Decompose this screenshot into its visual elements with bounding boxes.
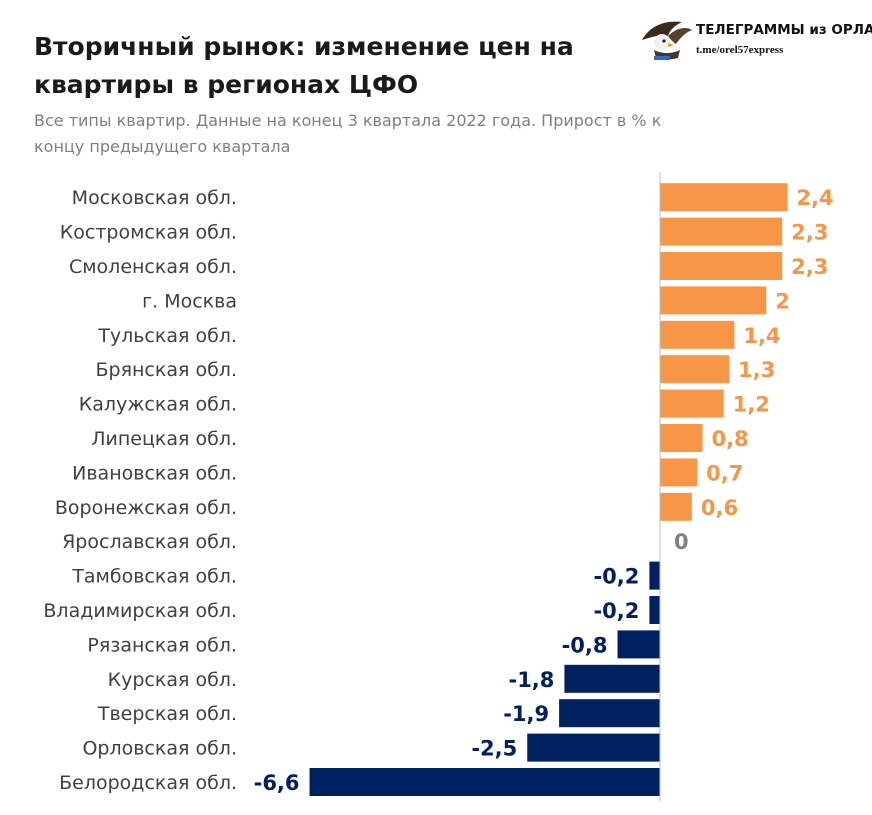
bar bbox=[564, 664, 660, 693]
category-label: Калужская обл. bbox=[79, 394, 237, 416]
category-label: Белородская обл. bbox=[59, 772, 237, 794]
brand-block: ТЕЛЕГРАММЫ из ОРЛА t.me/orel57express bbox=[640, 16, 872, 66]
value-label: 1,4 bbox=[743, 324, 780, 348]
bar bbox=[660, 389, 724, 418]
bar-chart: Московская обл. Костромская обл. Смоленска… bbox=[43, 172, 834, 802]
chart-category-labels: Московская обл. Костромская обл. Смоленска… bbox=[43, 187, 237, 794]
brand-name: ТЕЛЕГРАММЫ из ОРЛА bbox=[696, 22, 872, 38]
category-label: Тульская обл. bbox=[97, 325, 237, 347]
bar bbox=[527, 733, 660, 762]
category-label: Брянская обл. bbox=[95, 359, 237, 381]
chart-subtitle-line2: концу предыдущего квартала bbox=[34, 137, 291, 156]
value-label: 1,3 bbox=[738, 358, 775, 382]
value-label: 0 bbox=[674, 530, 689, 554]
bar bbox=[660, 217, 783, 246]
value-label: 1,2 bbox=[733, 393, 770, 417]
value-label: -0,2 bbox=[593, 565, 639, 589]
category-label: Ивановская обл. bbox=[72, 462, 237, 484]
category-label: Ярославская обл. bbox=[62, 531, 237, 553]
chart-title-line1: Вторичный рынок: изменение цен на bbox=[34, 32, 574, 61]
bar bbox=[649, 561, 660, 590]
bar bbox=[660, 183, 788, 212]
bar bbox=[617, 630, 660, 659]
bar bbox=[660, 286, 767, 315]
chart-title-line2: квартиры в регионах ЦФО bbox=[34, 70, 419, 99]
bar bbox=[660, 252, 783, 280]
chart-subtitle: Все типы квартир. Данные на конец 3 квар… bbox=[34, 108, 734, 160]
bar bbox=[660, 492, 692, 521]
chart-subtitle-line1: Все типы квартир. Данные на конец 3 квар… bbox=[34, 111, 662, 130]
category-label: Липецкая обл. bbox=[91, 428, 237, 450]
value-label: -2,5 bbox=[471, 737, 517, 761]
brand-link[interactable]: t.me/orel57express bbox=[696, 44, 784, 56]
category-label: Курская обл. bbox=[108, 669, 237, 691]
value-label: 2,4 bbox=[796, 186, 833, 210]
value-label: 0,6 bbox=[701, 496, 738, 520]
bar bbox=[309, 768, 660, 796]
category-label: Тамбовская обл. bbox=[71, 566, 237, 588]
value-label: 2,3 bbox=[791, 221, 828, 245]
chart-bars bbox=[309, 183, 788, 796]
chart-value-labels: 2,42,32,321,41,31,20,80,70,60-0,2-0,2-0,… bbox=[254, 186, 834, 795]
value-label: -1,9 bbox=[503, 702, 549, 726]
value-label: -1,8 bbox=[508, 668, 554, 692]
value-label: -0,2 bbox=[593, 599, 639, 623]
chart-title: Вторичный рынок: изменение цен на кварти… bbox=[34, 28, 634, 104]
eagle-icon bbox=[642, 21, 692, 60]
category-label: Рязанская обл. bbox=[87, 634, 237, 656]
bar bbox=[660, 355, 730, 384]
bar bbox=[649, 596, 660, 624]
value-label: 2,3 bbox=[791, 255, 828, 279]
value-label: 0,8 bbox=[711, 427, 748, 451]
value-label: 0,7 bbox=[706, 461, 743, 485]
bar bbox=[660, 320, 735, 349]
category-label: Московская обл. bbox=[72, 187, 237, 209]
category-label: Смоленская обл. bbox=[69, 256, 237, 278]
bar bbox=[660, 458, 698, 487]
category-label: г. Москва bbox=[142, 290, 237, 312]
category-label: Владимирская обл. bbox=[43, 600, 237, 622]
category-label: Воронежская обл. bbox=[55, 497, 237, 519]
value-label: -6,6 bbox=[254, 771, 300, 795]
value-label: 2 bbox=[775, 289, 790, 313]
bar bbox=[660, 424, 703, 452]
category-label: Тверская обл. bbox=[97, 703, 237, 725]
category-label: Орловская обл. bbox=[82, 738, 237, 760]
category-label: Костромская обл. bbox=[60, 222, 237, 244]
bar bbox=[559, 699, 660, 728]
value-label: -0,8 bbox=[562, 633, 608, 657]
